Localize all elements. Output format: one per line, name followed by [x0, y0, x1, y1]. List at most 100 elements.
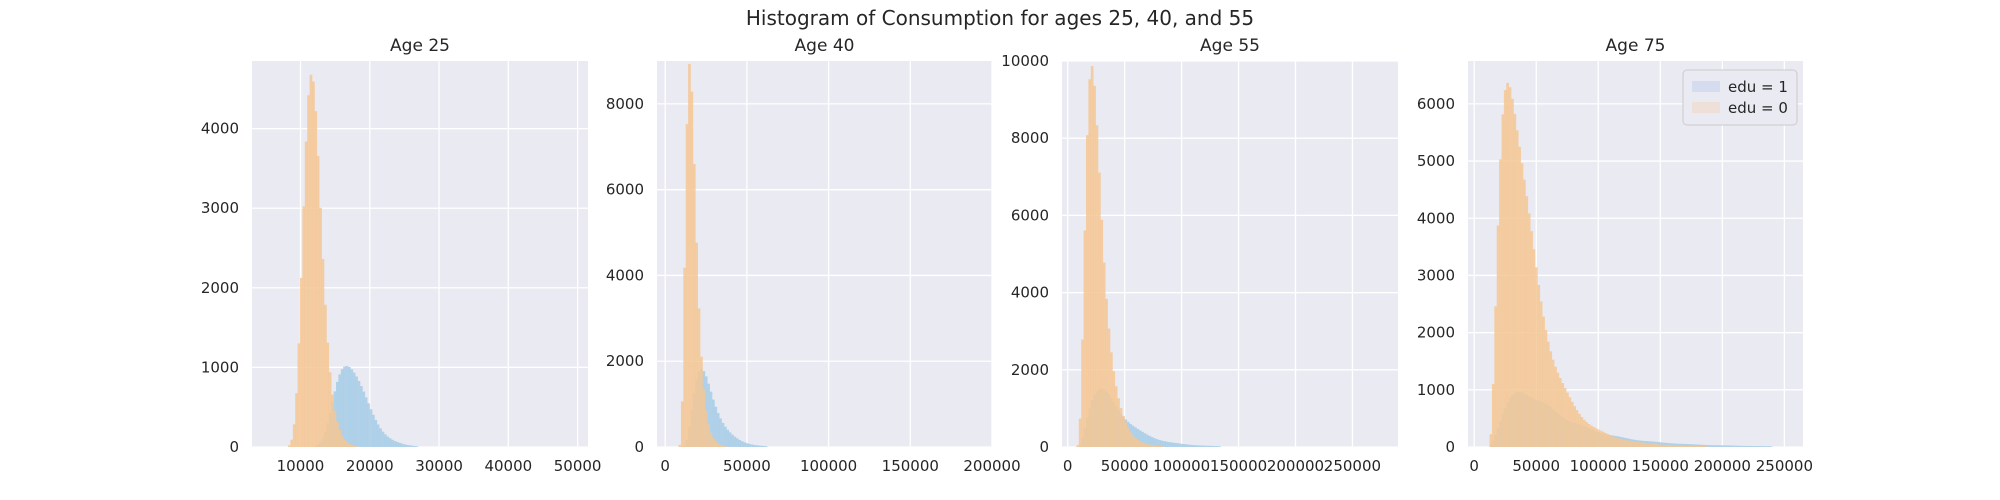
histogram-bar: [1719, 445, 1722, 447]
histogram-bar: [1503, 90, 1507, 447]
histogram-bar: [1088, 79, 1092, 447]
histogram-bar: [379, 428, 382, 447]
histogram-bar: [1146, 434, 1149, 447]
histogram-bar: [1513, 113, 1517, 447]
panel-title: Age 55: [1200, 36, 1260, 56]
histogram-bar: [331, 394, 334, 447]
histogram-bar: [295, 393, 298, 447]
legend: edu = 1 edu = 0: [1682, 69, 1798, 126]
histogram-bar: [1537, 284, 1541, 447]
histogram-bar: [1640, 442, 1643, 447]
histogram-bar: [1642, 442, 1646, 447]
histogram-bar: [1680, 443, 1684, 447]
histogram-bar: [1652, 444, 1655, 447]
histogram-bar: [1186, 444, 1190, 447]
histogram-bar: [712, 399, 715, 447]
histogram-bar: [1590, 425, 1593, 447]
x-tick-label: 200000: [963, 457, 1020, 475]
histogram-bar: [1666, 444, 1670, 447]
y-tick-label: 0: [634, 438, 644, 456]
histogram-bar: [1126, 427, 1130, 447]
legend-label: edu = 1: [1728, 78, 1788, 96]
y-tick-label: 3000: [1417, 266, 1455, 284]
y-tick-label: 2000: [1417, 324, 1455, 342]
histogram-bar: [292, 424, 296, 447]
histogram-bar: [1203, 445, 1207, 447]
x-tick-label: 0: [660, 457, 670, 475]
histogram-bar: [1659, 444, 1663, 447]
histogram-bar: [1685, 444, 1689, 447]
histogram-bar: [1709, 445, 1713, 447]
histogram-bar: [408, 445, 411, 447]
histogram-bar: [1520, 163, 1524, 447]
y-tick-label: 6000: [1417, 95, 1455, 113]
histogram-bar: [1076, 445, 1080, 447]
histogram-bar: [1726, 445, 1730, 447]
histogram-bar: [302, 206, 306, 447]
histogram-bar: [697, 308, 701, 447]
histogram-bar: [1515, 130, 1519, 447]
histogram-bar: [360, 386, 363, 447]
histogram-bar: [714, 406, 718, 447]
histogram-bar: [410, 445, 414, 447]
histogram-bar: [1695, 446, 1699, 447]
histogram-bar: [1136, 439, 1140, 447]
histogram-bar: [381, 431, 385, 447]
histogram-bar: [1738, 445, 1742, 447]
histogram-bar: [1143, 443, 1147, 447]
histogram-bar: [1554, 366, 1557, 447]
histogram-bar: [1206, 445, 1209, 447]
histogram-bar: [352, 445, 356, 447]
histogram-bar: [1100, 219, 1104, 447]
histogram-bar: [1570, 401, 1574, 447]
histogram-bar: [340, 435, 344, 447]
histogram-bar: [1196, 445, 1200, 447]
histogram-bar: [1153, 445, 1156, 447]
histogram-bar: [1645, 443, 1648, 447]
histogram-bar: [333, 410, 337, 447]
histogram-bar: [355, 446, 358, 447]
x-tick-label: 150000: [1632, 457, 1689, 475]
histogram-bar: [403, 444, 406, 447]
histogram-bar: [1191, 445, 1195, 447]
histogram-bar: [338, 374, 342, 447]
histogram-bar: [731, 434, 734, 447]
histogram-bar: [319, 207, 322, 447]
histogram-bar: [396, 442, 399, 447]
histogram-bar: [1122, 415, 1125, 447]
histogram-bar: [1743, 445, 1746, 447]
histogram-bar: [307, 95, 310, 448]
histogram-bar: [1685, 445, 1689, 447]
histogram-bar: [1594, 428, 1598, 447]
histogram-bar: [1602, 431, 1605, 447]
y-tick-label: 4000: [201, 120, 239, 138]
histogram-bar: [728, 432, 732, 447]
histogram-bar: [1673, 445, 1677, 447]
y-tick-label: 4000: [1011, 284, 1049, 302]
histogram-bar: [707, 383, 710, 447]
histogram-bar: [721, 422, 725, 447]
histogram-bar: [688, 63, 691, 448]
histogram-bar: [1568, 397, 1572, 447]
histogram-bar: [1625, 440, 1629, 447]
histogram-bar: [1546, 341, 1550, 447]
histogram-bar: [1107, 328, 1111, 447]
histogram-bar: [1604, 433, 1608, 447]
histogram-bar: [1138, 430, 1142, 447]
histogram-bar: [702, 389, 706, 447]
histogram-bar: [1676, 443, 1679, 447]
histogram-bar: [1148, 435, 1152, 447]
histogram-bar: [1597, 429, 1600, 447]
legend-label: edu = 0: [1728, 99, 1788, 117]
histogram-bar: [1609, 435, 1612, 447]
histogram-bar: [1148, 444, 1152, 447]
histogram-bar: [1769, 446, 1773, 447]
histogram-bar: [1179, 443, 1183, 447]
histogram-bar: [391, 439, 394, 447]
y-tick-label: 5000: [1417, 152, 1455, 170]
histogram-bar: [1759, 446, 1763, 447]
panel-title: Age 25: [390, 36, 450, 56]
histogram-bar: [309, 74, 313, 447]
histogram-bar: [1535, 267, 1538, 447]
histogram-bar: [1078, 418, 1082, 447]
